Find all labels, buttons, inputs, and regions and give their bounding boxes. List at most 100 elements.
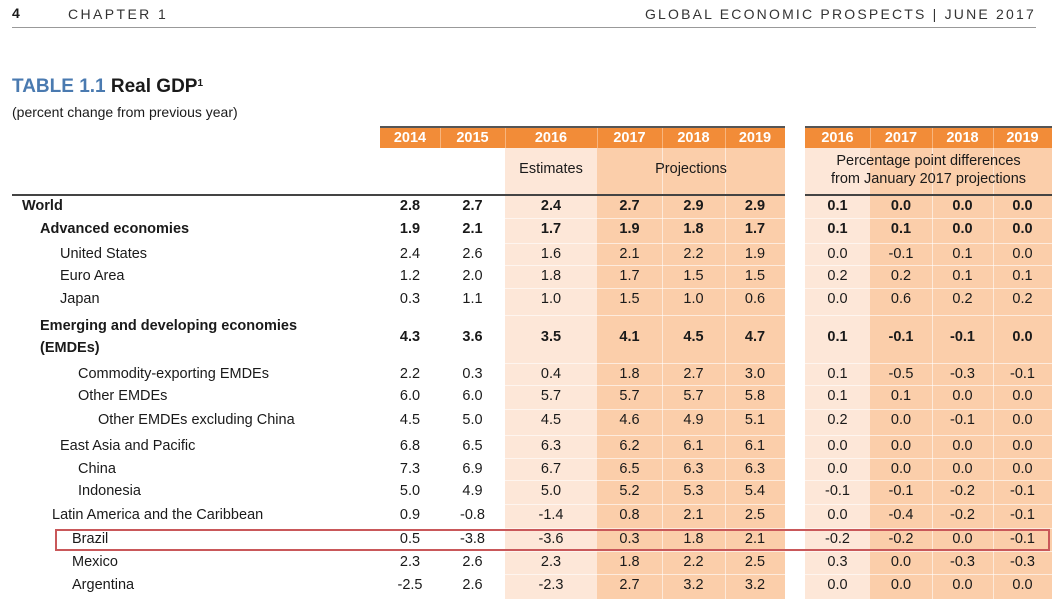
value-cell-2014: 6.0: [399, 388, 421, 404]
diff-cell-2016: 0.3: [827, 554, 848, 570]
diff-cell-2017: 0.1: [890, 221, 912, 237]
diff-cell-2019: -0.1: [1010, 531, 1035, 547]
row-label: Indonesia: [78, 483, 141, 499]
value-cell-2018: 4.9: [683, 412, 704, 428]
diff-cell-2018: -0.1: [950, 329, 975, 345]
value-cell-2018: 1.0: [683, 291, 704, 307]
row-divider: [805, 218, 1052, 219]
diff-cell-2017: -0.1: [888, 329, 914, 345]
year-header-2019: 2019: [738, 130, 772, 146]
row-label: Other EMDEs excluding China: [98, 412, 295, 428]
header-separator: [440, 128, 441, 148]
row-divider: [805, 385, 1052, 386]
value-cell-2014: 2.2: [399, 366, 421, 382]
diff-cell-2016: 0.0: [827, 246, 848, 262]
diff-cell-2017: 0.0: [890, 577, 912, 593]
diff-cell-2016: 0.2: [827, 268, 848, 284]
row-divider: [505, 218, 785, 219]
column-separator: [725, 148, 726, 599]
value-cell-2015: 4.9: [462, 483, 483, 499]
diff-cell-2017: -0.1: [888, 483, 914, 499]
row-divider: [805, 528, 1052, 529]
row-divider: [505, 551, 785, 552]
value-cell-2018: 1.8: [683, 221, 704, 237]
value-cell-2014: 2.3: [399, 554, 421, 570]
diff-cell-2018: 0.0: [952, 221, 973, 237]
diff-cell-2018: 0.2: [952, 291, 973, 307]
diff-cell-2018: 0.0: [952, 388, 973, 404]
diff-cell-2019: 0.0: [1012, 438, 1033, 454]
row-divider: [805, 288, 1052, 289]
row-divider: [805, 363, 1052, 364]
diff-cell-2019: 0.1: [1012, 268, 1033, 284]
value-cell-2014: 0.5: [399, 531, 421, 547]
header-separator: [725, 128, 726, 148]
row-label: World: [22, 198, 63, 214]
row-divider: [505, 435, 785, 436]
row-divider: [505, 409, 785, 410]
value-cell-2019: 1.5: [744, 268, 766, 284]
value-cell-2014: 4.3: [399, 329, 421, 345]
value-cell-2016: 1.0: [540, 291, 562, 307]
diff-cell-2017: -0.2: [888, 531, 914, 547]
value-cell-2019: 4.7: [744, 329, 766, 345]
row-divider: [805, 504, 1052, 505]
diff-cell-2018: -0.2: [950, 507, 975, 523]
value-cell-2015: 0.3: [462, 366, 483, 382]
diff-cell-2016: 0.1: [827, 388, 848, 404]
value-cell-2016: 0.4: [540, 366, 562, 382]
diff-cell-2019: 0.2: [1012, 291, 1033, 307]
value-cell-2018: 6.1: [683, 438, 704, 454]
diff-cell-2018: -0.3: [950, 366, 975, 382]
diff-band-2016: [805, 148, 870, 599]
value-cell-2018: 2.9: [683, 198, 704, 214]
row-label: Japan: [60, 291, 100, 307]
diff-cell-2018: -0.2: [950, 483, 975, 499]
value-cell-2017: 1.8: [619, 366, 640, 382]
diff-cell-2019: 0.0: [1012, 388, 1033, 404]
value-cell-2016: -3.6: [538, 531, 564, 547]
diff-year-header-2018: 2018: [946, 130, 979, 146]
value-cell-2019: 0.6: [744, 291, 766, 307]
diff-band-proj: [870, 148, 1052, 599]
value-cell-2015: 2.6: [462, 577, 483, 593]
diff-cell-2019: 0.0: [1012, 461, 1033, 477]
value-cell-2014: 6.8: [399, 438, 421, 454]
value-cell-2018: 2.1: [683, 507, 704, 523]
value-cell-2017: 1.9: [619, 221, 640, 237]
diff-cell-2018: -0.3: [950, 554, 975, 570]
diff-cell-2018: 0.0: [952, 531, 973, 547]
diff-cell-2017: 0.0: [890, 554, 912, 570]
diff-cell-2018: -0.1: [950, 412, 975, 428]
diff-label-line2: from January 2017 projections: [830, 171, 1027, 187]
diff-cell-2017: 0.1: [890, 388, 912, 404]
value-cell-2017: 4.6: [619, 412, 640, 428]
header-separator: [993, 128, 994, 148]
value-cell-2016: -1.4: [538, 507, 564, 523]
value-cell-2019: 2.1: [744, 531, 766, 547]
year-header-2017: 2017: [613, 130, 646, 146]
header-separator: [870, 128, 871, 148]
diff-cell-2016: 0.1: [827, 366, 848, 382]
diff-cell-2019: -0.1: [1010, 507, 1035, 523]
value-cell-2016: 6.3: [540, 438, 562, 454]
value-cell-2015: 1.1: [462, 291, 483, 307]
value-cell-2016: 1.6: [540, 246, 562, 262]
value-cell-2015: -0.8: [460, 507, 485, 523]
diff-cell-2016: 0.0: [827, 461, 848, 477]
value-cell-2017: 2.7: [619, 577, 640, 593]
value-cell-2015: 6.5: [462, 438, 483, 454]
row-divider: [505, 265, 785, 266]
value-cell-2016: 5.0: [540, 483, 562, 499]
diff-cell-2018: 0.0: [952, 461, 973, 477]
value-cell-2018: 6.3: [683, 461, 704, 477]
header-top-rule: [380, 126, 785, 128]
value-cell-2019: 6.3: [744, 461, 766, 477]
diff-cell-2019: 0.0: [1012, 412, 1033, 428]
value-cell-2014: 0.3: [399, 291, 421, 307]
row-label: China: [78, 461, 116, 477]
row-divider: [505, 458, 785, 459]
table-title: TABLE 1.1 Real GDP1: [12, 76, 203, 98]
value-cell-2014: 2.8: [399, 198, 421, 214]
diff-cell-2017: 0.0: [890, 438, 912, 454]
